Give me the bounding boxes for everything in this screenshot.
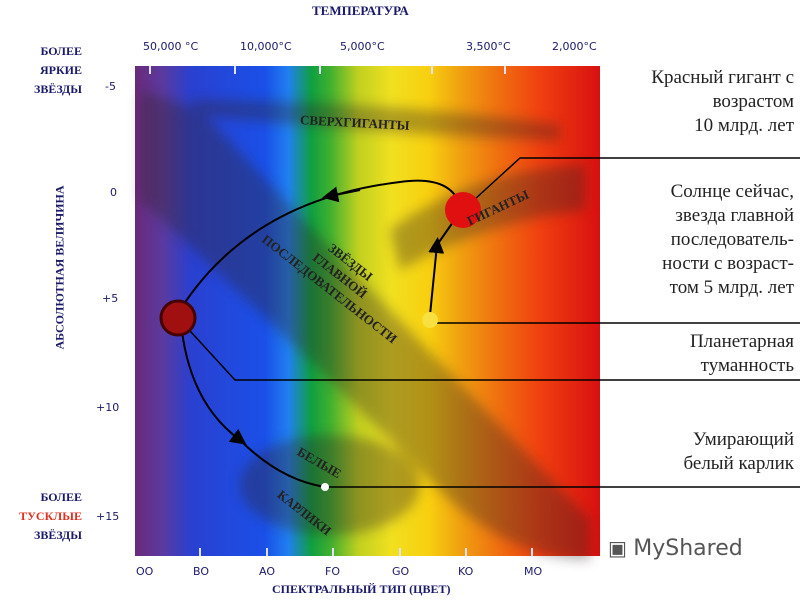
annotation-line: белый карлик (683, 453, 794, 474)
annotation-line: Красный гигант с (651, 67, 794, 88)
x-tick: GO (392, 565, 410, 578)
evolution-path-segment (239, 439, 326, 488)
white-dwarf-star (321, 483, 329, 491)
sun-star (422, 312, 438, 328)
presentation-icon: ▣ (608, 536, 634, 560)
y-tick: 0 (110, 186, 117, 199)
planetary-nebula (159, 299, 197, 337)
y-tick: -5 (105, 80, 116, 93)
x-tick: BO (193, 565, 210, 578)
y-tick: +5 (102, 292, 119, 305)
label-line: БОЛЕЕ (40, 44, 82, 58)
dimmer-stars-label: БОЛЕЕ ТУСКЛЫЕ ЗВЁЗДЫ (0, 488, 82, 545)
y-tick: +10 (96, 401, 120, 414)
temp-tick: 50,000 °C (143, 40, 199, 53)
annotation-line: 10 млрд. лет (694, 115, 794, 136)
annotation-line: туманность (700, 355, 794, 376)
annotation-red-giant: Красный гигант с возрастом 10 млрд. лет (651, 66, 794, 138)
annotation-line: возрастом (712, 91, 794, 112)
watermark-text: MyShared (633, 536, 743, 561)
temp-tick: 2,000°C (552, 40, 597, 53)
annotation-line: последователь- (670, 229, 794, 250)
annotation-planetary-nebula: Планетарная туманность (690, 330, 794, 378)
evolution-path-sun-to-giant (428, 237, 445, 316)
temperature-title: ТЕМПЕРАТУРА (312, 3, 409, 18)
watermark: ▣ MyShared (608, 536, 743, 561)
x-tick: OO (136, 565, 154, 578)
annotation-line: Умирающий (692, 429, 794, 450)
supergiants-band (190, 100, 560, 140)
annotation-line: том 5 млрд. лет (669, 277, 794, 298)
label-line: БОЛЕЕ (40, 490, 82, 504)
temp-tick: 10,000°C (240, 40, 292, 53)
annotation-line: звезда главной (675, 205, 794, 226)
annotation-line: Планетарная (689, 331, 794, 352)
y-tick: +15 (96, 510, 120, 523)
x-axis-label: СПЕКТРАЛЬНЫЙ ТИП (ЦВЕТ) (272, 582, 451, 596)
pointer-red-giant (462, 157, 800, 211)
x-tick: AO (259, 565, 275, 578)
x-tick: KO (458, 565, 474, 578)
pointer-nebula (179, 319, 800, 381)
evolution-path-arrow (322, 186, 361, 203)
annotation-line: Солнце сейчас, (670, 181, 794, 202)
annotation-white-dwarf: Умирающий белый карлик (683, 428, 794, 476)
x-tick: FO (325, 565, 340, 578)
x-tick: MO (524, 565, 543, 578)
label-line: ЗВЁЗДЫ (34, 528, 82, 542)
red-giant-star (445, 192, 481, 228)
brighter-stars-label: БОЛЕЕ ЯРКИЕ ЗВЁЗДЫ (0, 42, 82, 99)
label-line: ЗВЁЗДЫ (34, 82, 82, 96)
label-line: ТУСКЛЫЕ (19, 509, 82, 523)
main-sequence-band (140, 90, 590, 560)
white-dwarfs-region (240, 435, 420, 535)
annotation-line: ности с возраст- (662, 253, 794, 274)
temp-tick: 3,500°C (466, 40, 511, 53)
temp-tick: 5,000°C (340, 40, 385, 53)
label-line: ЯРКИЕ (39, 63, 82, 77)
annotation-sun: Солнце сейчас, звезда главной последовател… (662, 180, 794, 300)
